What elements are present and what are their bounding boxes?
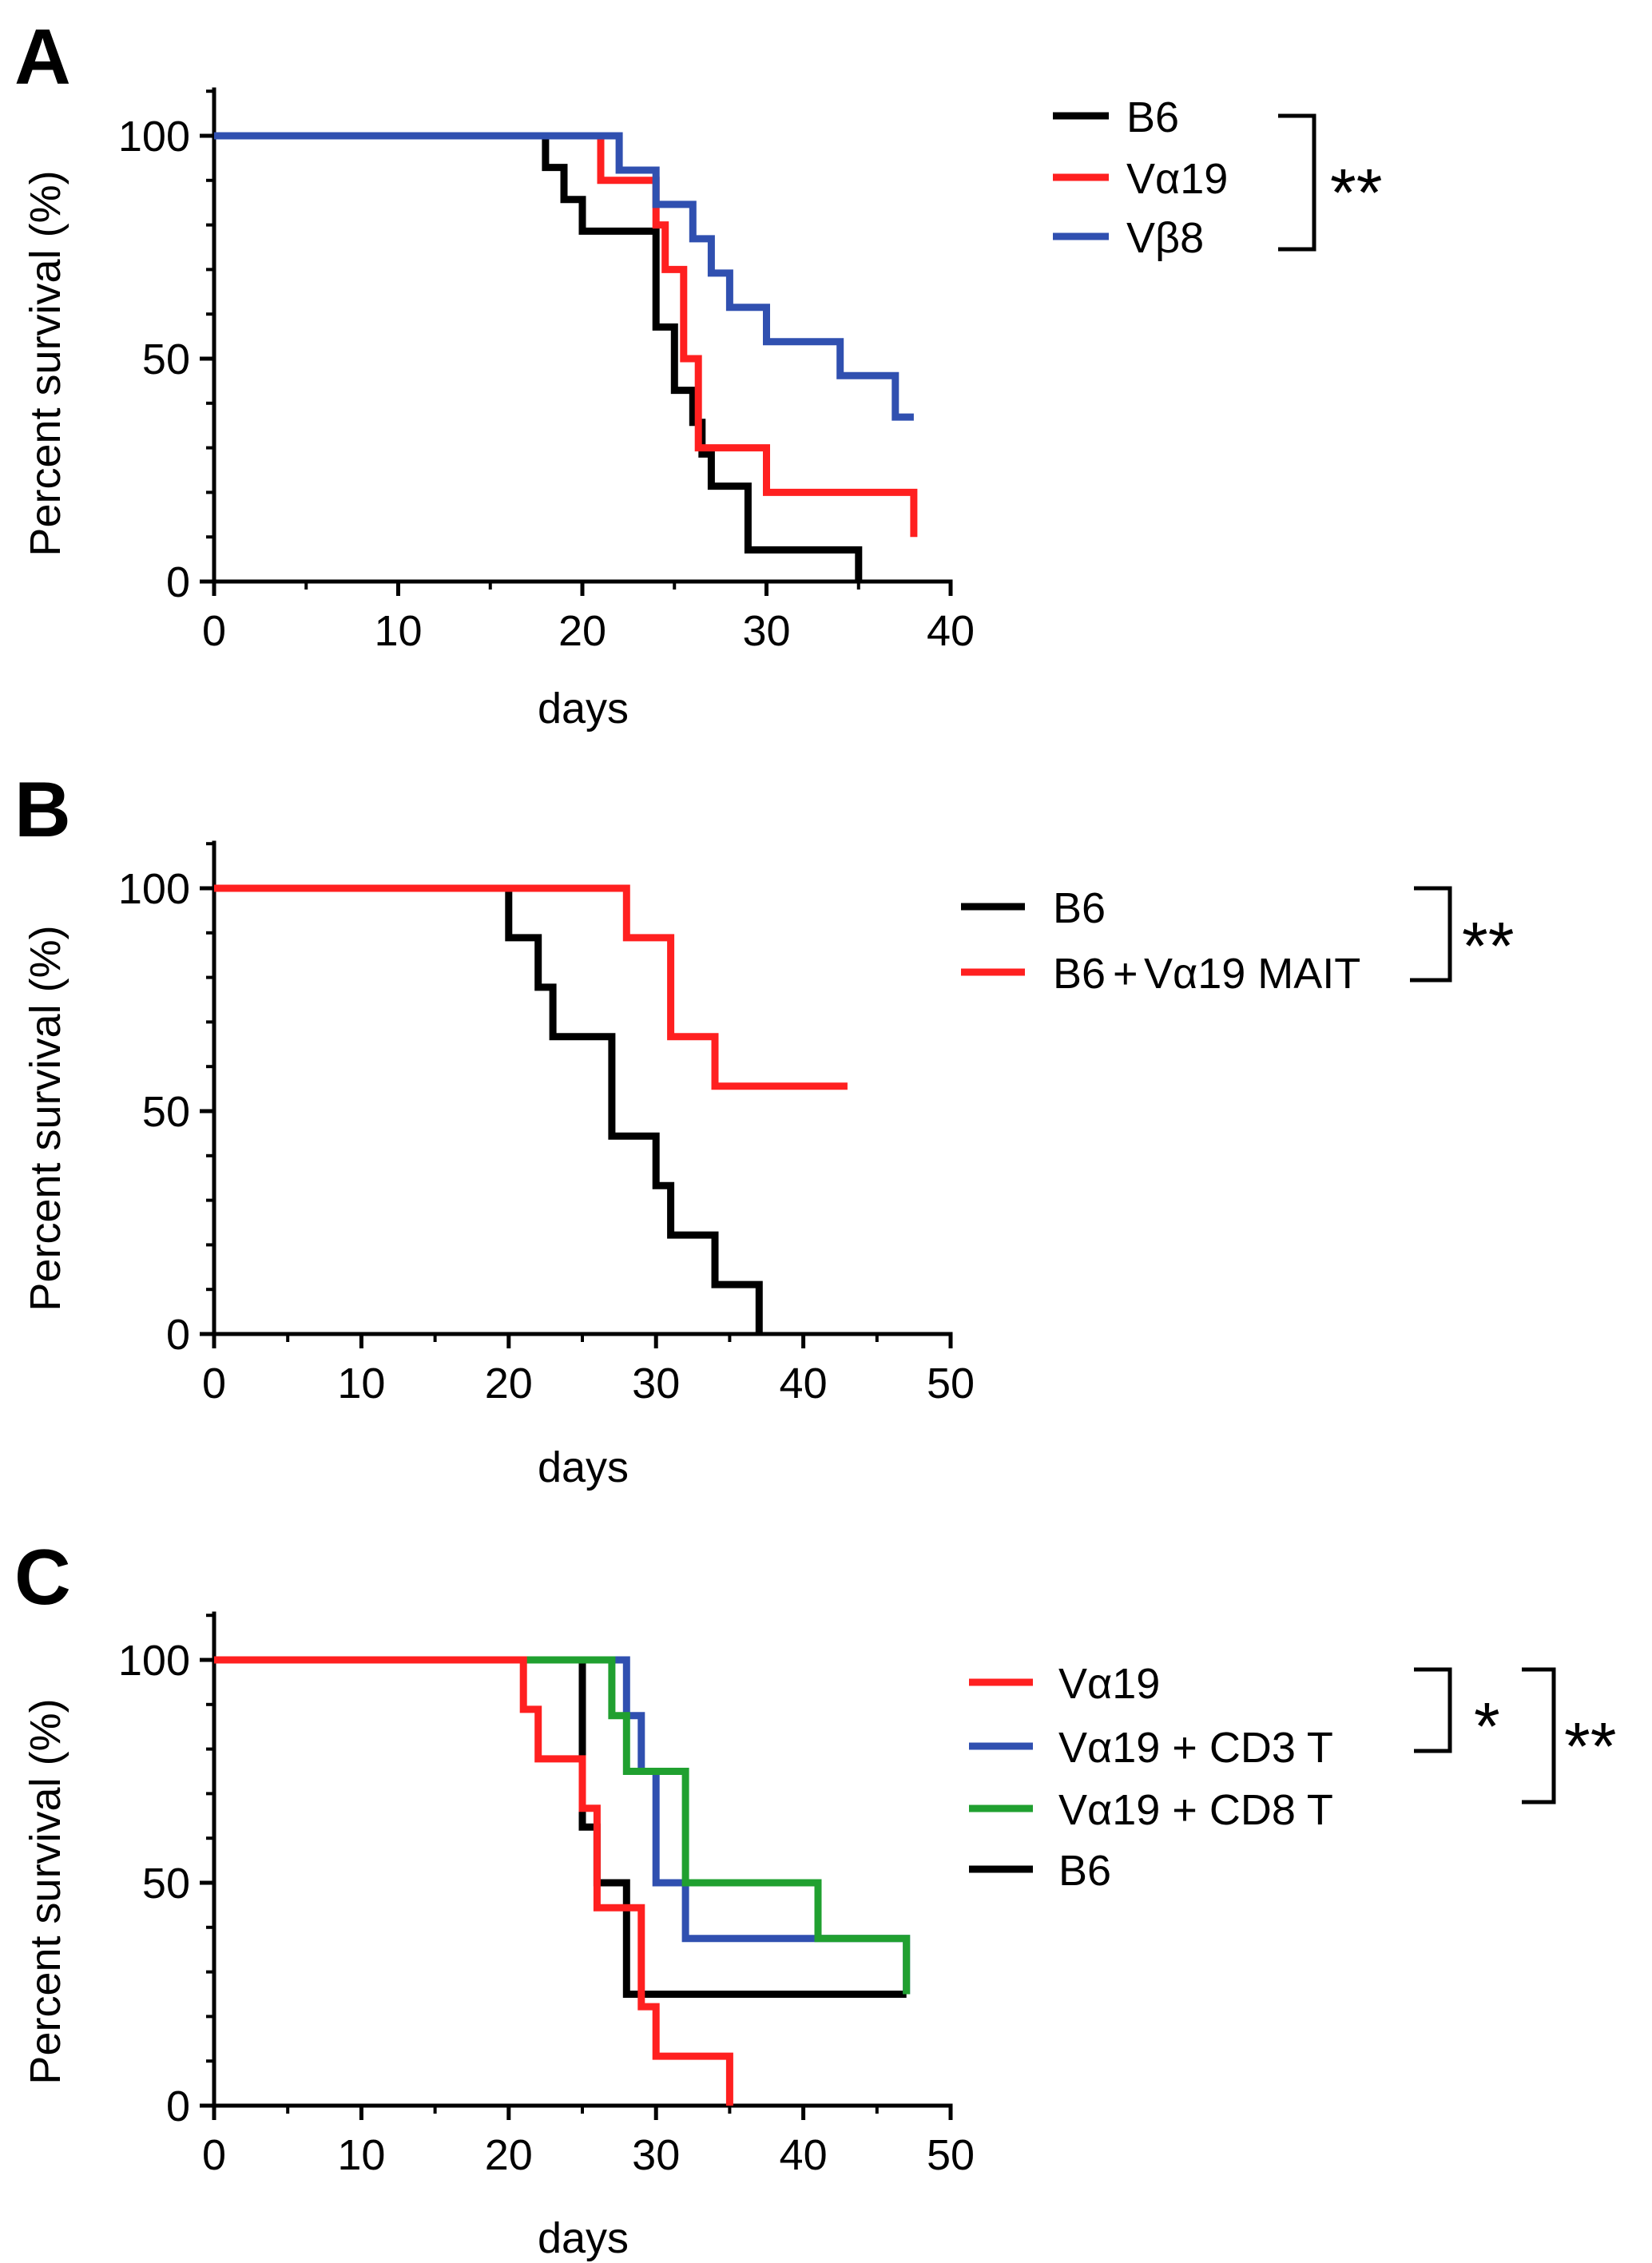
panel-b-y-tick-label: 0 bbox=[166, 1311, 190, 1359]
legend-entry-b6: B6 bbox=[961, 884, 1106, 932]
panel-c-significance-label-outer: ** bbox=[1564, 1709, 1616, 1784]
panel-b-curves bbox=[214, 884, 848, 1334]
panel-a-x-axis-label: days bbox=[538, 685, 629, 732]
panel-b-x-tick-label: 10 bbox=[337, 1360, 385, 1407]
panel-c: C Percent survival (%) days 0 50 100 0 10 20 3… bbox=[14, 1533, 1616, 2262]
panel-a-label: A bbox=[14, 13, 71, 101]
legend-entry-va19-cd3t: Vα19 + CD3 T bbox=[969, 1724, 1333, 1772]
panel-b-y-tick-label: 100 bbox=[118, 865, 190, 913]
legend-label-va19: Vα19 bbox=[1058, 1660, 1160, 1708]
panel-a-curves bbox=[214, 132, 918, 582]
panel-c-y-tick-label: 0 bbox=[166, 2082, 190, 2130]
panel-c-x-tick-label: 30 bbox=[632, 2131, 680, 2179]
panel-a-y-tick-label: 50 bbox=[142, 335, 190, 383]
panel-a-y-tick-label: 0 bbox=[166, 558, 190, 606]
panel-c-x-tick-label: 10 bbox=[337, 2131, 385, 2179]
legend-entry-b6: B6 bbox=[969, 1847, 1111, 1895]
legend-entry-va19: Vα19 bbox=[1053, 155, 1228, 203]
panel-c-legend: Vα19 Vα19 + CD3 T Vα19 + CD8 T B6 * ** bbox=[969, 1660, 1616, 1895]
panel-b-label: B bbox=[14, 765, 71, 853]
panel-b-y-tick-label: 50 bbox=[142, 1088, 190, 1136]
panel-a-y-tick-label: 100 bbox=[118, 113, 190, 161]
panel-a-curve-vb8 bbox=[214, 132, 914, 421]
legend-entry-va19-cd8t: Vα19 + CD8 T bbox=[969, 1786, 1333, 1834]
panel-c-significance-bracket-outer bbox=[1522, 1667, 1556, 1804]
panel-a-y-axis-label: Percent survival (%) bbox=[22, 170, 69, 556]
panel-c-x-tick-label: 0 bbox=[202, 2131, 226, 2179]
panel-a-x-tick-label: 30 bbox=[742, 607, 790, 655]
panel-b-legend: B6 B6 + Vα19 MAIT ** bbox=[961, 884, 1514, 998]
panel-c-significance-bracket-inner bbox=[1414, 1667, 1452, 1753]
panel-c-curve-va19-cd8-t bbox=[214, 1656, 911, 1995]
panel-b-significance-bracket bbox=[1410, 886, 1452, 983]
panel-b-x-tick-label: 30 bbox=[632, 1360, 680, 1407]
panel-b-curve-b6-va19-mait bbox=[214, 884, 848, 1090]
panel-a: A Percent survival (%) days 0 50 100 0 10 20 3… bbox=[14, 13, 1382, 732]
panel-c-y-tick-label: 100 bbox=[118, 1637, 190, 1685]
panel-a-significance-label: ** bbox=[1330, 155, 1382, 230]
panel-c-x-tick-label: 20 bbox=[485, 2131, 533, 2179]
legend-label-part-mait: Vα19 MAIT bbox=[1144, 950, 1360, 998]
panel-b-x-tick-label: 40 bbox=[780, 1360, 828, 1407]
panel-c-x-axis-label: days bbox=[538, 2214, 629, 2262]
panel-c-label: C bbox=[14, 1533, 71, 1621]
panel-c-curves bbox=[214, 1656, 911, 2106]
legend-entry-b6: B6 bbox=[1053, 93, 1179, 141]
panel-b-x-axis-label: days bbox=[538, 1443, 629, 1491]
panel-b-y-axis-label: Percent survival (%) bbox=[22, 925, 69, 1311]
legend-label-b6: B6 bbox=[1058, 1847, 1111, 1895]
panel-a-x-tick-label: 20 bbox=[558, 607, 606, 655]
panel-c-y-tick-label: 50 bbox=[142, 1860, 190, 1908]
panel-a-curve-b6 bbox=[214, 132, 863, 582]
legend-label-b6: B6 bbox=[1126, 93, 1179, 141]
panel-b-axes: 0 50 100 0 10 20 30 40 50 bbox=[118, 840, 975, 1407]
legend-label-va19-cd3t: Vα19 + CD3 T bbox=[1058, 1724, 1333, 1772]
legend-label-part-plus: + bbox=[1113, 950, 1138, 998]
legend-entry-vb8: Vβ8 bbox=[1053, 214, 1204, 262]
panel-c-curve-va19-cd3-t bbox=[214, 1656, 911, 1995]
panel-b-curve-b6 bbox=[214, 884, 763, 1334]
legend-label-b6-va19-mait: B6 + Vα19 MAIT bbox=[1053, 950, 1360, 998]
legend-label-va19: Vα19 bbox=[1126, 155, 1228, 203]
legend-label-b6: B6 bbox=[1053, 884, 1106, 932]
panel-b-x-tick-label: 0 bbox=[202, 1360, 226, 1407]
panel-a-legend: B6 Vα19 Vβ8 ** bbox=[1053, 93, 1382, 262]
panel-b-x-tick-label: 20 bbox=[485, 1360, 533, 1407]
legend-entry-va19: Vα19 bbox=[969, 1660, 1160, 1708]
panel-c-x-tick-label: 40 bbox=[780, 2131, 828, 2179]
panel-b-significance-label: ** bbox=[1462, 908, 1514, 983]
panel-c-x-tick-label: 50 bbox=[927, 2131, 975, 2179]
panel-c-significance-label-inner: * bbox=[1474, 1689, 1500, 1764]
panel-a-significance-bracket bbox=[1278, 113, 1316, 252]
panel-b: B Percent survival (%) days 0 50 100 0 10 20 3… bbox=[14, 765, 1514, 1491]
legend-label-part-b6: B6 bbox=[1053, 950, 1106, 998]
panel-a-x-tick-label: 10 bbox=[374, 607, 422, 655]
legend-entry-b6-va19-mait: B6 + Vα19 MAIT bbox=[961, 950, 1360, 998]
panel-a-curve-va19 bbox=[214, 132, 918, 538]
panel-c-y-axis-label: Percent survival (%) bbox=[22, 1698, 69, 2084]
panel-c-curve-va19 bbox=[214, 1656, 733, 2106]
legend-label-va19-cd8t: Vα19 + CD8 T bbox=[1058, 1786, 1333, 1834]
panel-b-x-tick-label: 50 bbox=[927, 1360, 975, 1407]
panel-a-axes: 0 50 100 0 10 20 30 40 bbox=[118, 87, 975, 655]
panel-a-x-tick-label: 0 bbox=[202, 607, 226, 655]
panel-a-x-tick-label: 40 bbox=[927, 607, 975, 655]
panel-c-axes: 0 50 100 0 10 20 30 40 50 bbox=[118, 1611, 975, 2179]
legend-label-vb8: Vβ8 bbox=[1126, 214, 1204, 262]
panel-c-curve-b6 bbox=[214, 1656, 907, 1998]
